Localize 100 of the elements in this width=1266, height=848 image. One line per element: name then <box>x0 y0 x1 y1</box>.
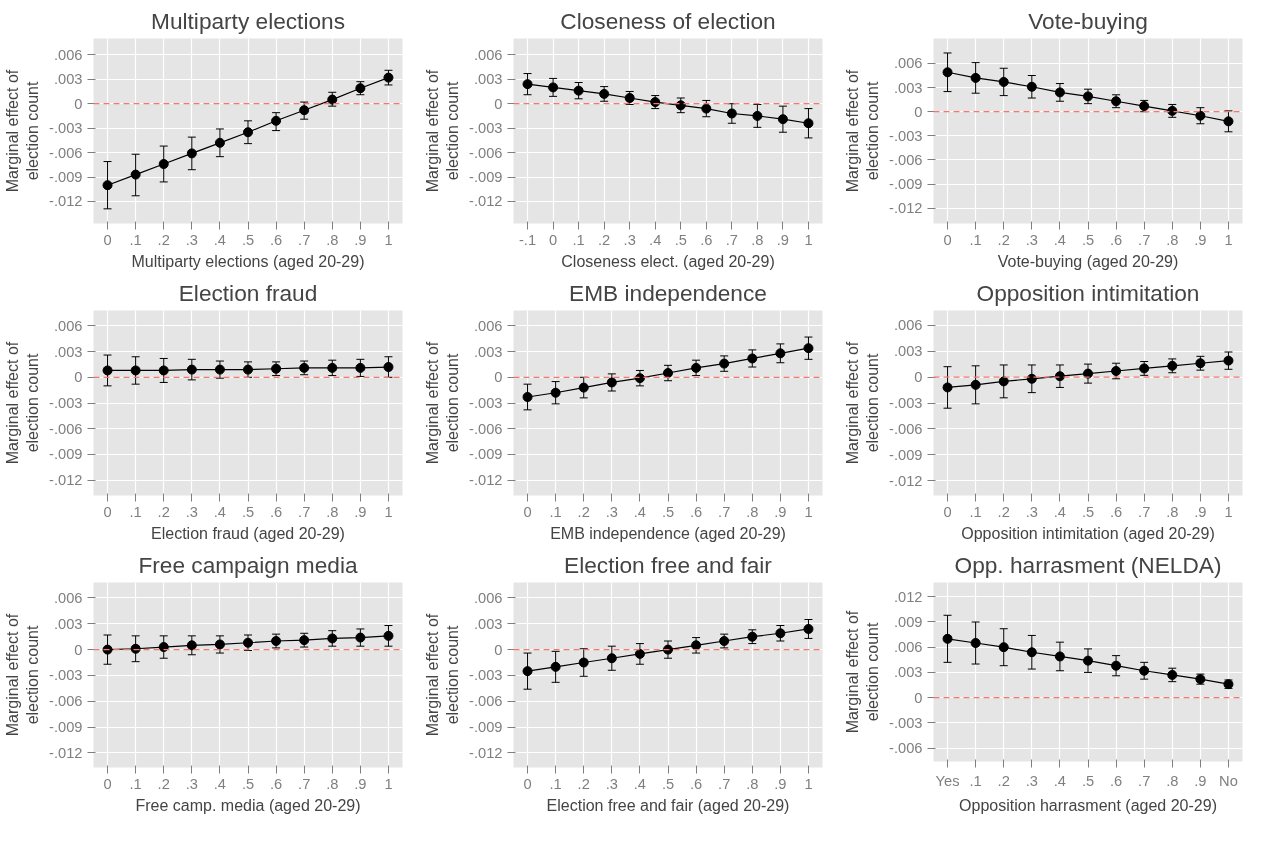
x-tick-label: .4 <box>633 503 647 520</box>
x-tick-label: .3 <box>185 503 198 520</box>
point <box>942 382 953 393</box>
x-tick-label: 1 <box>1224 231 1233 248</box>
y-tick-label: 0 <box>74 369 83 386</box>
x-tick-label: .5 <box>1081 772 1095 789</box>
y-tick-label: -.003 <box>889 127 923 144</box>
point <box>752 110 763 121</box>
x-tick-label: 1 <box>804 775 813 792</box>
x-tick-label: .3 <box>185 231 198 248</box>
x-tick-label: .9 <box>776 231 790 248</box>
x-tick-label: 1 <box>804 503 813 520</box>
point <box>606 653 617 664</box>
x-tick-label: 1 <box>804 231 813 248</box>
x-tick-label: .8 <box>751 231 764 248</box>
point <box>1139 665 1150 676</box>
x-tick-label: .6 <box>269 775 283 792</box>
point <box>1083 655 1093 666</box>
x-tick-label: .1 <box>549 775 562 792</box>
point <box>243 127 253 138</box>
x-tick-label: .1 <box>129 231 142 248</box>
y-tick-label: -.012 <box>889 472 923 489</box>
x-tick-label: .3 <box>605 503 618 520</box>
x-tick-label: .4 <box>213 231 227 248</box>
y-tick-label: -.006 <box>469 144 503 161</box>
x-tick-label: .8 <box>1166 772 1179 789</box>
point <box>522 79 533 90</box>
y-tick-label: -.012 <box>889 200 923 217</box>
x-tick-label: .2 <box>577 503 590 520</box>
x-tick-label: .6 <box>1109 503 1123 520</box>
point <box>1223 355 1234 366</box>
y-tick-label: -.009 <box>469 169 503 186</box>
x-tick-label: .6 <box>1109 772 1123 789</box>
x-tick-label: .7 <box>298 775 311 792</box>
chart-title: Multiparty elections <box>151 7 345 34</box>
point <box>522 392 533 402</box>
x-tick-label: .5 <box>661 503 675 520</box>
x-tick-label: .4 <box>1053 231 1067 248</box>
x-tick-label: .7 <box>298 231 311 248</box>
y-tick-label: 0 <box>74 95 83 112</box>
y-tick-label: .006 <box>893 317 923 334</box>
point <box>606 377 617 388</box>
point <box>803 623 814 634</box>
x-tick-label: .4 <box>649 231 662 248</box>
x-tick-label: .9 <box>1194 503 1207 520</box>
point <box>970 638 981 648</box>
point <box>634 373 645 384</box>
x-tick-label: .7 <box>1138 503 1151 520</box>
y-tick-label: -.003 <box>889 714 923 731</box>
x-tick-label: .5 <box>241 775 255 792</box>
y-tick-label: -.012 <box>469 472 503 489</box>
x-tick-label: 0 <box>549 231 558 248</box>
point <box>1195 110 1206 121</box>
point <box>550 661 561 672</box>
x-tick-label: .5 <box>661 775 675 792</box>
x-tick-label: -.1 <box>518 231 537 248</box>
x-tick-label: 1 <box>1224 503 1233 520</box>
y-tick-label: -.003 <box>469 667 503 684</box>
y-tick-label: -.003 <box>469 120 503 137</box>
y-tick-label: -.006 <box>469 693 503 710</box>
x-tick-label: .2 <box>577 775 590 792</box>
y-tick-label: .006 <box>473 317 503 334</box>
x-axis-title: EMB independence (aged 20-29) <box>550 524 786 542</box>
y-tick-label: 0 <box>74 641 83 658</box>
chart-title: Election fraud <box>178 279 318 306</box>
point <box>998 376 1009 387</box>
y-tick-label: -.012 <box>49 744 83 761</box>
y-axis-title: Marginal effect of election count <box>3 69 42 193</box>
point <box>1054 87 1065 98</box>
x-axis-title: Election free and fair (aged 20-29) <box>546 796 790 814</box>
x-tick-label: 1 <box>384 503 393 520</box>
x-tick-label: .9 <box>354 503 367 520</box>
y-tick-label: -.006 <box>889 151 923 168</box>
x-tick-label: .4 <box>213 775 227 792</box>
x-tick-label: .8 <box>1166 231 1179 248</box>
chart-title: Vote-buying <box>1028 7 1148 34</box>
y-axis-title: Marginal effect of election count <box>843 341 882 465</box>
x-tick-label: .1 <box>549 503 562 520</box>
point <box>634 648 645 659</box>
y-tick-label: -.003 <box>889 395 923 411</box>
point <box>691 362 702 373</box>
point <box>1026 647 1037 658</box>
y-tick-label: 0 <box>914 369 923 386</box>
y-tick-label: .003 <box>473 615 503 632</box>
point <box>1223 116 1234 127</box>
x-axis-title: Closeness elect. (aged 20-29) <box>561 252 775 270</box>
x-tick-label: .3 <box>185 775 198 792</box>
x-tick-label: .4 <box>1053 772 1067 789</box>
y-tick-label: .009 <box>893 614 923 630</box>
x-tick-label: .2 <box>997 772 1010 789</box>
x-tick-label: .8 <box>326 231 339 248</box>
point <box>550 387 561 398</box>
y-tick-label: .006 <box>893 55 923 72</box>
y-tick-label: -.009 <box>49 446 83 463</box>
point <box>970 72 981 83</box>
point <box>102 644 113 655</box>
point <box>578 382 589 393</box>
y-tick-label: 0 <box>494 95 503 112</box>
chart-title: EMB independence <box>569 279 767 306</box>
point <box>573 85 584 96</box>
